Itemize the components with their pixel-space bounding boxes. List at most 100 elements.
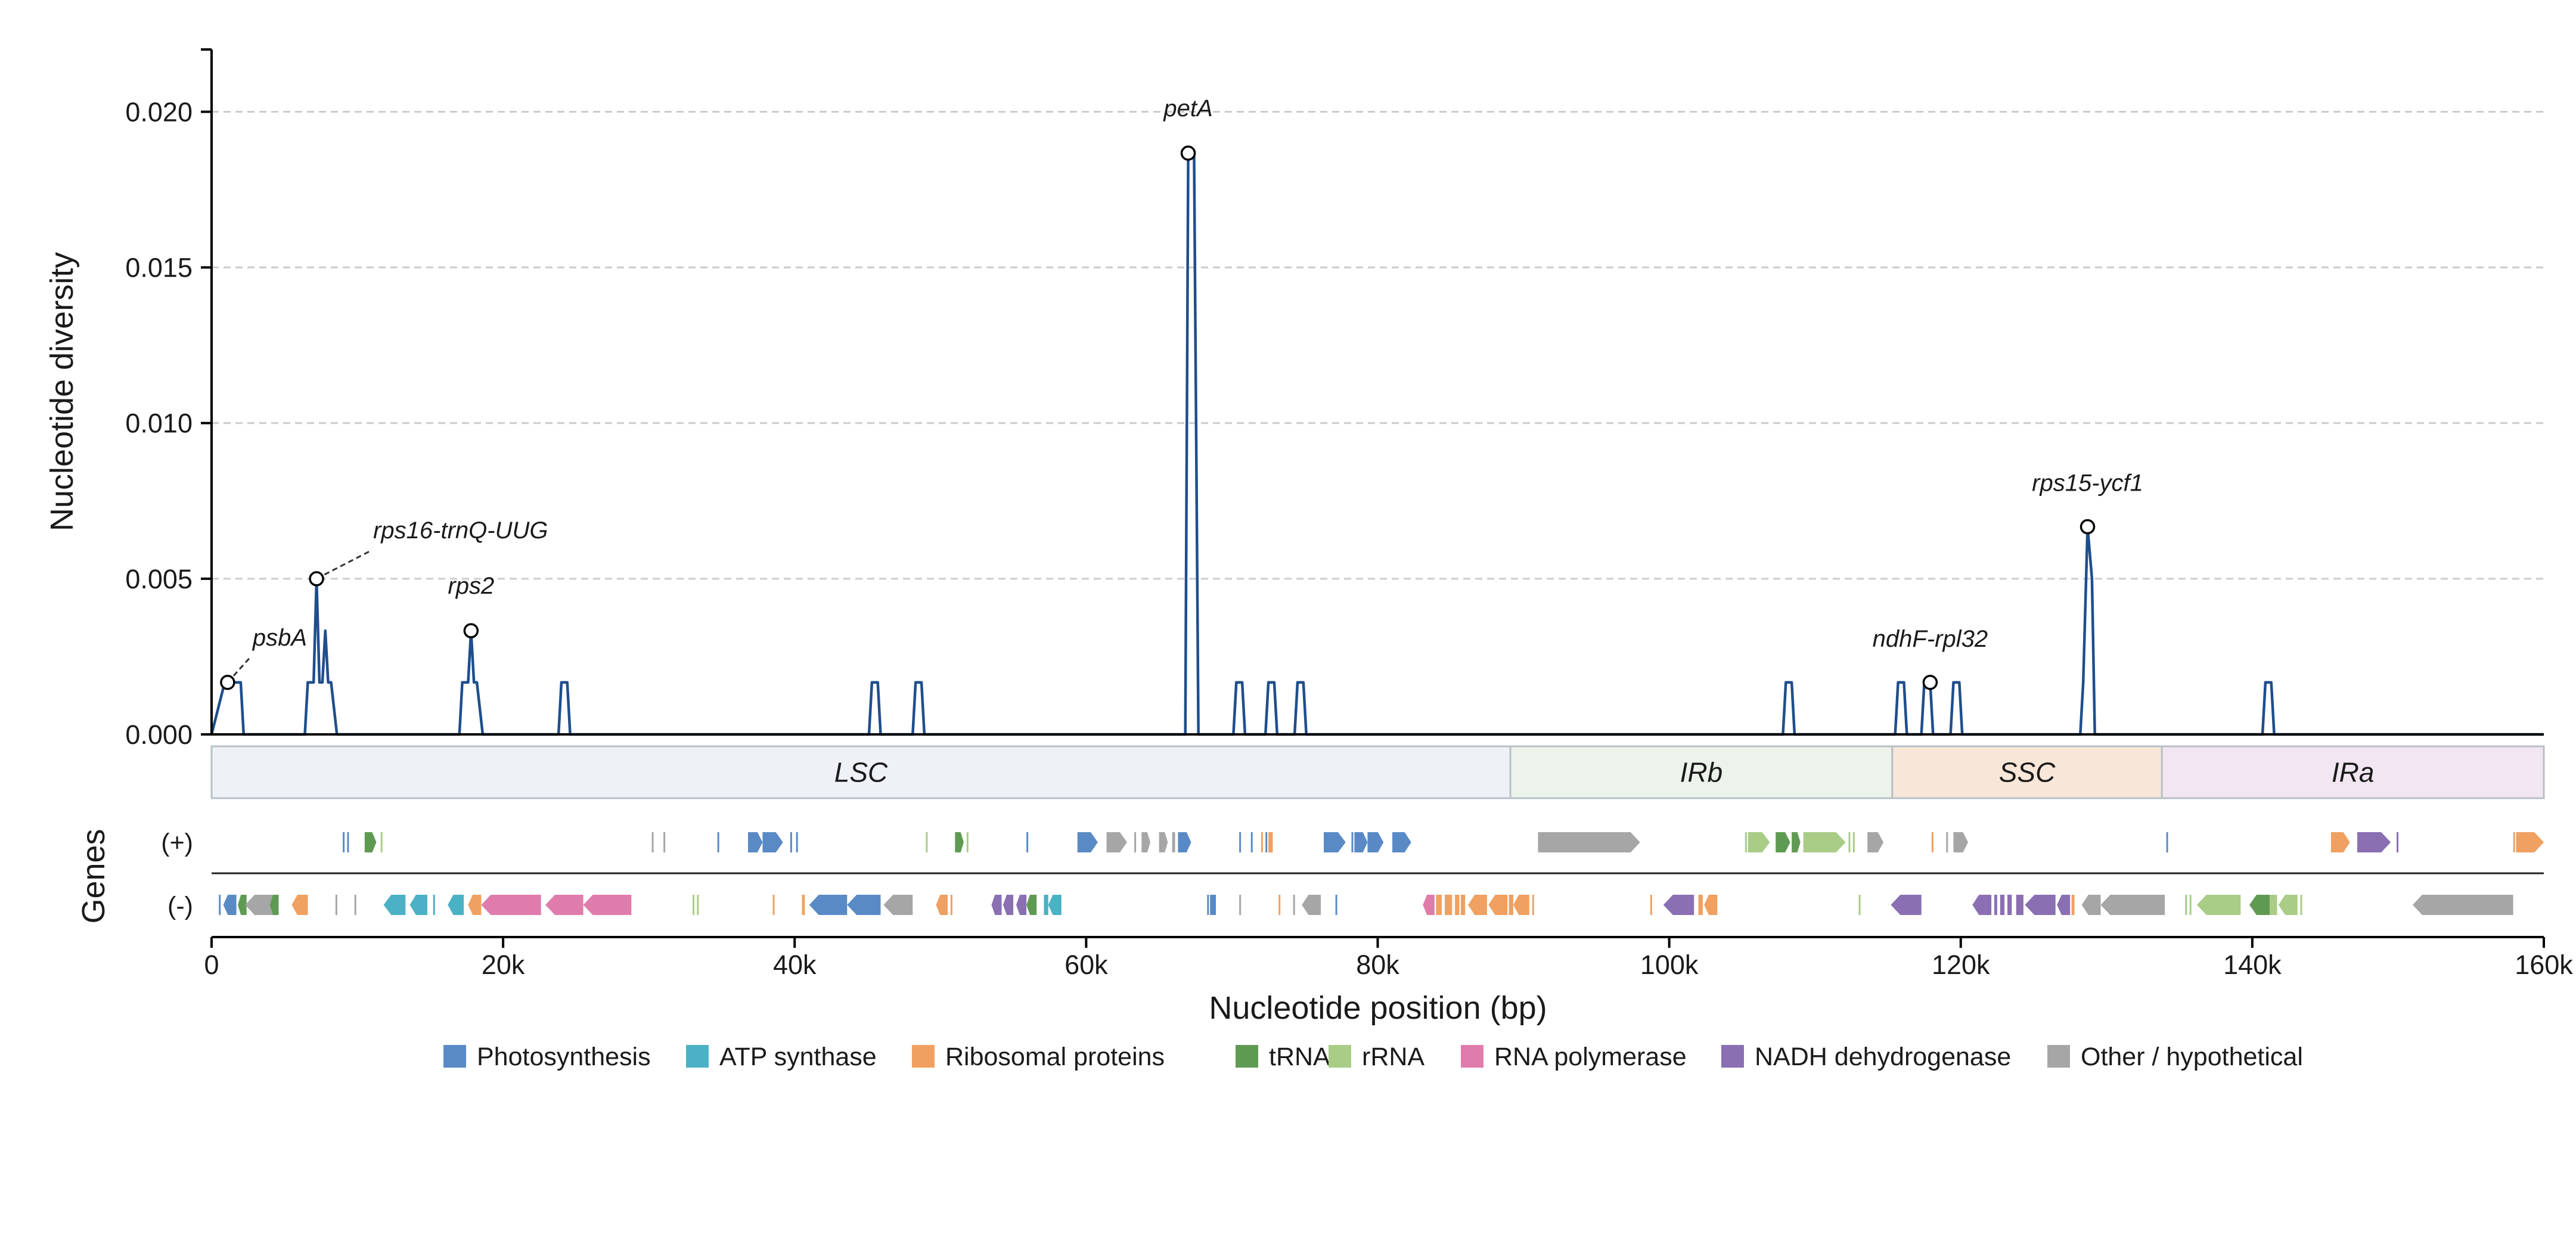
x-tick-label: 160k <box>2515 950 2573 980</box>
axes: Nucleotide diversity Nucleotide position… <box>44 48 2573 1026</box>
region-bar: LSC IRb SSC IRa <box>210 745 2545 799</box>
peak-label: ndhF-rpl32 <box>1873 626 1988 652</box>
gene-arrow <box>1026 895 1037 915</box>
gene-block <box>347 832 349 852</box>
gene-arrow <box>1048 895 1062 915</box>
gene-arrow <box>468 895 482 915</box>
region-block <box>210 745 1512 799</box>
peak-label: petA <box>1163 95 1212 122</box>
gene-arrow <box>2357 832 2391 852</box>
gene-arrow <box>1792 832 1801 852</box>
region-block <box>2161 745 2545 799</box>
gene-arrow <box>1077 832 1098 852</box>
gene-block <box>1239 895 1242 915</box>
peak-marker <box>220 675 235 690</box>
peak-label: psbA <box>252 625 307 651</box>
gene-block <box>1455 895 1460 915</box>
gene-block <box>790 832 792 852</box>
gene-arrow <box>1159 832 1168 852</box>
x-tick-label: 60k <box>1064 950 1108 980</box>
gene-block <box>1848 832 1851 852</box>
legend-label: RNA polymerase <box>1494 1043 1687 1071</box>
plus-strand-label: (+) <box>161 829 193 857</box>
gene-arrow <box>1803 832 1846 852</box>
gene-arrow <box>1302 895 1321 915</box>
y-tick-label: 0.015 <box>125 253 193 283</box>
gene-block <box>802 895 805 915</box>
gene-arrow <box>383 895 406 915</box>
gene-arrow <box>223 895 237 915</box>
gene-block <box>1210 895 1216 915</box>
gene-block <box>1858 895 1861 915</box>
x-tick-label: 0 <box>204 950 219 980</box>
legend-label: tRNA <box>1269 1043 1330 1071</box>
gene-arrow <box>1891 895 1922 915</box>
gene-arrow <box>409 895 427 915</box>
gene-block <box>966 832 969 852</box>
gene-block <box>2185 895 2187 915</box>
region-block <box>1509 745 1894 799</box>
gene-track <box>212 832 2544 915</box>
gene-arrow <box>2100 895 2165 915</box>
gene-arrow <box>1141 832 1150 852</box>
y-tick-label: 0.005 <box>125 564 193 594</box>
gene-block <box>950 895 952 915</box>
legend-label: Photosynthesis <box>477 1043 651 1071</box>
legend-label: Ribosomal proteins <box>945 1043 1165 1071</box>
gene-block <box>1250 832 1253 852</box>
gene-arrow <box>1776 832 1790 852</box>
gene-block <box>663 832 666 852</box>
legend-swatch <box>443 1045 466 1068</box>
x-tick-label: 120k <box>1932 950 1990 980</box>
gene-arrow <box>269 895 279 915</box>
peak-marker <box>1922 675 1938 690</box>
legend-label: rRNA <box>1362 1043 1424 1071</box>
x-tick-label: 80k <box>1356 950 1399 980</box>
gene-block <box>1207 895 1209 915</box>
gene-block <box>2270 895 2277 915</box>
legend-swatch <box>1329 1045 1351 1068</box>
region-label: LSC <box>834 757 888 788</box>
peak-marker <box>309 571 324 587</box>
x-tick-label: 40k <box>773 950 817 980</box>
legend-label: ATP synthase <box>719 1043 877 1071</box>
gene-arrow <box>847 895 881 915</box>
minus-strand-label: (-) <box>167 892 193 920</box>
gene-arrow <box>1392 832 1411 852</box>
y-tick-label: 0.000 <box>125 719 193 750</box>
gene-arrow <box>245 895 275 915</box>
legend-swatch <box>2047 1045 2070 1068</box>
gene-arrow <box>1972 895 1992 915</box>
gene-block <box>1026 832 1029 852</box>
gene-arrow <box>545 895 584 915</box>
gene-block <box>380 832 383 852</box>
gene-block <box>219 895 221 915</box>
gene-block <box>2016 895 2023 915</box>
gene-arrow <box>1354 832 1368 852</box>
gene-block <box>1509 895 1513 915</box>
gene-arrow <box>1663 895 1694 915</box>
region-label: IRb <box>1680 757 1723 788</box>
gene-block <box>1460 895 1466 915</box>
gene-arrow <box>2081 895 2101 915</box>
gene-track-title: Genes <box>76 829 111 923</box>
gene-arrow <box>1468 895 1487 915</box>
gene-block <box>717 832 719 852</box>
gene-arrow <box>2249 895 2270 915</box>
gene-block <box>2396 832 2398 852</box>
gene-block <box>1532 895 1534 915</box>
gene-block <box>1931 832 1933 852</box>
diversity-line <box>210 151 2544 736</box>
gene-block <box>1044 895 1048 915</box>
gene-block <box>1436 895 1442 915</box>
gene-block <box>1278 895 1281 915</box>
gene-arrow <box>2516 832 2544 852</box>
peak-marker <box>1180 145 1196 161</box>
gene-block <box>1994 895 1997 915</box>
gene-arrow <box>2057 895 2071 915</box>
gene-block <box>697 895 699 915</box>
gene-arrow <box>1324 832 1346 852</box>
gene-arrow <box>481 895 541 915</box>
gene-arrow <box>448 895 464 915</box>
